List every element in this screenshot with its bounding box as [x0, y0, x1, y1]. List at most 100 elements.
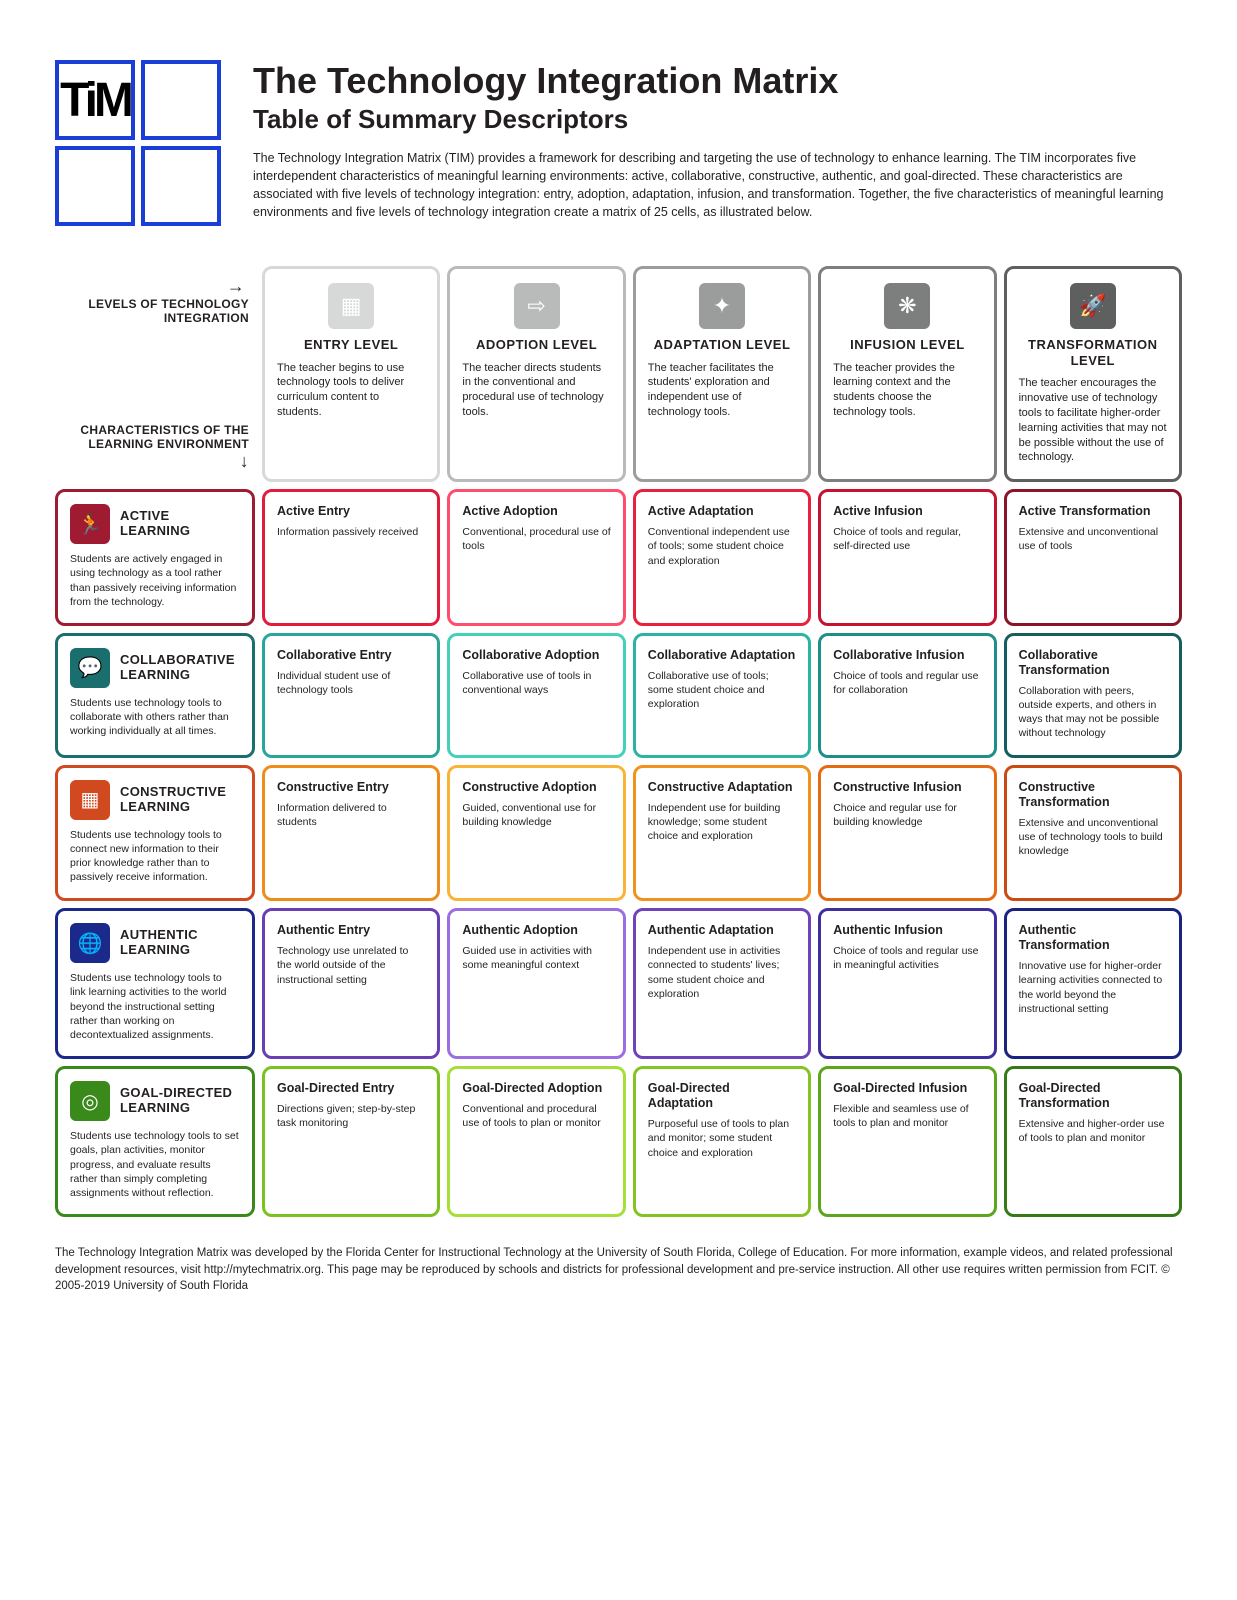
- cell-desc: Guided use in activities with some meani…: [462, 944, 610, 972]
- axis-labels: LEVELS OF TECHNOLOGY INTEGRATION CHARACT…: [55, 266, 255, 482]
- cell-title: Collaborative Adoption: [462, 648, 610, 663]
- level-title: TRANSFORMATION LEVEL: [1019, 337, 1167, 368]
- cell-title: Collaborative Infusion: [833, 648, 981, 663]
- cell-desc: Technology use unrelated to the world ou…: [277, 944, 425, 987]
- cell-desc: Conventional and procedural use of tools…: [462, 1102, 610, 1130]
- cell-desc: Individual student use of technology too…: [277, 669, 425, 697]
- level-title: ADAPTATION LEVEL: [648, 337, 796, 353]
- cell-desc: Collaborative use of tools in convention…: [462, 669, 610, 697]
- matrix-row: 🌐 AUTHENTIC LEARNING Students use technolo…: [55, 908, 1182, 1059]
- cell-desc: Extensive and unconventional use of tool…: [1019, 525, 1167, 553]
- level-header-entry: ▦ ENTRY LEVEL The teacher begins to use …: [262, 266, 440, 482]
- cell-desc: Extensive and higher-order use of tools …: [1019, 1117, 1167, 1145]
- matrix-cell: Authentic Adaptation Independent use in a…: [633, 908, 811, 1059]
- cell-title: Active Infusion: [833, 504, 981, 519]
- cell-desc: Directions given; step-by-step task moni…: [277, 1102, 425, 1130]
- cell-desc: Extensive and unconventional use of tech…: [1019, 816, 1167, 859]
- matrix-row: 💬COLLABORATIVE LEARNINGStudents use tech…: [55, 633, 1182, 758]
- cell-title: Collaborative Entry: [277, 648, 425, 663]
- cell-desc: Choice of tools and regular, self-direct…: [833, 525, 981, 553]
- characteristic-title: ACTIVE LEARNING: [120, 509, 240, 539]
- level-title: ENTRY LEVEL: [277, 337, 425, 353]
- cell-title: Authentic Infusion: [833, 923, 981, 938]
- cell-desc: Collaboration with peers, outside expert…: [1019, 684, 1167, 741]
- characteristic-desc: Students use technology tools to link le…: [70, 971, 240, 1042]
- cell-desc: Choice of tools and regular use for coll…: [833, 669, 981, 697]
- characteristic-title: GOAL-DIRECTED LEARNING: [120, 1086, 240, 1116]
- matrix-cell: Constructive AdoptionGuided, conventiona…: [447, 765, 625, 902]
- cell-desc: Conventional, procedural use of tools: [462, 525, 610, 553]
- cell-title: Goal-Directed Adaptation: [648, 1081, 796, 1111]
- logo-box: [141, 60, 221, 140]
- cell-desc: Independent use for building knowledge; …: [648, 801, 796, 844]
- logo-box: [55, 146, 135, 226]
- characteristic-header: 💬COLLABORATIVE LEARNINGStudents use tech…: [55, 633, 255, 758]
- cell-desc: Flexible and seamless use of tools to pl…: [833, 1102, 981, 1130]
- levels-header-row: LEVELS OF TECHNOLOGY INTEGRATION CHARACT…: [55, 266, 1182, 482]
- header: TiM The Technology Integration Matrix Ta…: [55, 60, 1182, 226]
- level-title: INFUSION LEVEL: [833, 337, 981, 353]
- cell-title: Active Adoption: [462, 504, 610, 519]
- cell-desc: Innovative use for higher-order learning…: [1019, 959, 1167, 1016]
- matrix-cell: Active Transformation Extensive and uncon…: [1004, 489, 1182, 626]
- cell-title: Collaborative Adaptation: [648, 648, 796, 663]
- cell-title: Constructive Adaptation: [648, 780, 796, 795]
- page-subtitle: Table of Summary Descriptors: [253, 104, 1182, 135]
- matrix-cell: Collaborative Infusion Choice of tools an…: [818, 633, 996, 758]
- characteristic-desc: Students use technology tools to set goa…: [70, 1129, 240, 1200]
- characteristic-title: CONSTRUCTIVE LEARNING: [120, 785, 240, 815]
- entry-icon: ▦: [328, 283, 374, 329]
- characteristic-title: COLLABORATIVE LEARNING: [120, 653, 240, 683]
- level-desc: The teacher facilitates the students' ex…: [648, 361, 796, 420]
- matrix-cell: Goal-Directed Infusion Flexible and seaml…: [818, 1066, 996, 1217]
- level-title: ADOPTION LEVEL: [462, 337, 610, 353]
- characteristic-icon: ◎: [70, 1081, 110, 1121]
- cell-title: Active Entry: [277, 504, 425, 519]
- matrix-cell: Collaborative AdaptationCollaborative us…: [633, 633, 811, 758]
- page-title: The Technology Integration Matrix: [253, 60, 1182, 102]
- cell-title: Goal-Directed Infusion: [833, 1081, 981, 1096]
- matrix-cell: Collaborative Transformation Collaboratio…: [1004, 633, 1182, 758]
- characteristic-header: 🌐 AUTHENTIC LEARNING Students use technolo…: [55, 908, 255, 1059]
- matrix-cell: Collaborative Adoption Collaborative use …: [447, 633, 625, 758]
- cell-title: Authentic Transformation: [1019, 923, 1167, 953]
- characteristic-icon: 🌐: [70, 923, 110, 963]
- level-desc: The teacher directs students in the conv…: [462, 361, 610, 420]
- cell-title: Goal-Directed Transformation: [1019, 1081, 1167, 1111]
- axis-levels-label: LEVELS OF TECHNOLOGY INTEGRATION: [88, 297, 249, 325]
- matrix-cell: Collaborative Entry Individual student us…: [262, 633, 440, 758]
- characteristic-icon: 🏃: [70, 504, 110, 544]
- characteristic-desc: Students use technology tools to connect…: [70, 828, 240, 885]
- characteristic-header: 🏃 ACTIVE LEARNING Students are actively en…: [55, 489, 255, 626]
- matrix-cell: Goal-Directed AdoptionConventional and p…: [447, 1066, 625, 1217]
- level-desc: The teacher encourages the innovative us…: [1019, 376, 1167, 465]
- matrix-row: ◎ GOAL-DIRECTED LEARNING Students use tech…: [55, 1066, 1182, 1217]
- adoption-icon: ⇨: [514, 283, 560, 329]
- matrix-cell: Constructive Adaptation Independent use f…: [633, 765, 811, 902]
- cell-title: Active Adaptation: [648, 504, 796, 519]
- logo-box: [141, 146, 221, 226]
- intro-text: The Technology Integration Matrix (TIM) …: [253, 149, 1182, 222]
- matrix-body: 🏃 ACTIVE LEARNING Students are actively en…: [55, 489, 1182, 1217]
- level-desc: The teacher provides the learning contex…: [833, 361, 981, 420]
- cell-title: Collaborative Transformation: [1019, 648, 1167, 678]
- cell-desc: Independent use in activities connected …: [648, 944, 796, 1001]
- cell-title: Authentic Adaptation: [648, 923, 796, 938]
- matrix-cell: Active Entry Information passively receiv…: [262, 489, 440, 626]
- characteristic-title: AUTHENTIC LEARNING: [120, 928, 240, 958]
- cell-desc: Choice of tools and regular use in meani…: [833, 944, 981, 972]
- cell-desc: Information passively received: [277, 525, 425, 539]
- matrix-cell: Constructive EntryInformation delivered …: [262, 765, 440, 902]
- level-header-adaptation: ✦ ADAPTATION LEVEL The teacher facilitat…: [633, 266, 811, 482]
- cell-desc: Guided, conventional use for building kn…: [462, 801, 610, 829]
- adaptation-icon: ✦: [699, 283, 745, 329]
- cell-title: Active Transformation: [1019, 504, 1167, 519]
- axis-chars-label: CHARACTERISTICS OF THE LEARNING ENVIRONM…: [80, 423, 249, 451]
- characteristic-desc: Students are actively engaged in using t…: [70, 552, 240, 609]
- logo-tim-text: TiM: [55, 60, 135, 140]
- logo: TiM: [55, 60, 225, 226]
- characteristic-header: ▦CONSTRUCTIVE LEARNINGStudents use techn…: [55, 765, 255, 902]
- matrix-cell: Active Adoption Conventional, procedural …: [447, 489, 625, 626]
- cell-title: Authentic Entry: [277, 923, 425, 938]
- matrix: LEVELS OF TECHNOLOGY INTEGRATION CHARACT…: [55, 266, 1182, 1217]
